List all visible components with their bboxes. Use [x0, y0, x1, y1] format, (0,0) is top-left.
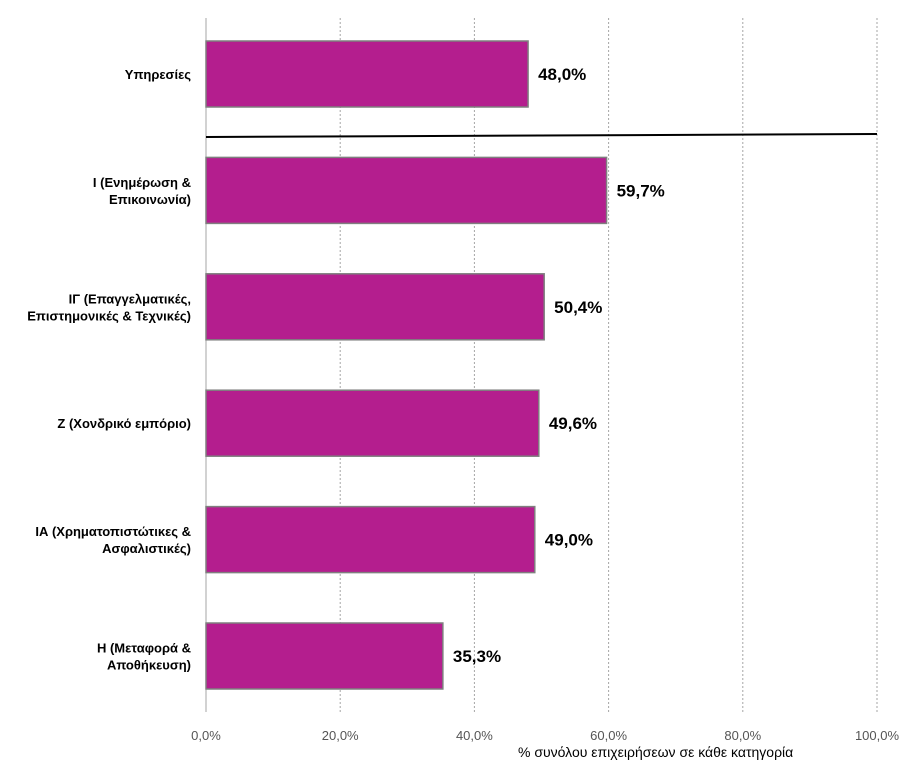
value-label: 48,0% — [538, 65, 586, 84]
x-tick-label: 20,0% — [322, 728, 359, 743]
value-label: 35,3% — [453, 647, 501, 666]
value-label: 59,7% — [617, 181, 665, 200]
bar — [205, 505, 536, 574]
labels: 0,0% 20,0% 40,0% 60,0% 80,0% 100,0% 48,0% Υπηρε… — [27, 65, 899, 743]
category-label: ΙΓ (Επαγγελματικές, — [69, 291, 191, 306]
grid-lines — [205, 18, 878, 712]
category-label: Ι (Ενημέρωση & — [93, 175, 191, 190]
category-label: ΙΑ (Χρηματοπιστώτικες & — [35, 524, 191, 539]
value-label: 50,4% — [554, 298, 602, 317]
category-label: Η (Μεταφορά & — [97, 641, 191, 656]
category-label: Επικοινωνία) — [109, 192, 191, 207]
category-label: Ζ (Χονδρικό εμπόριο) — [57, 416, 191, 431]
x-tick-label: 100,0% — [855, 728, 900, 743]
bar — [205, 156, 608, 225]
category-label: Αποθήκευση) — [107, 658, 191, 673]
bars — [205, 40, 608, 690]
bar — [205, 389, 540, 457]
x-tick-label: 0,0% — [191, 728, 221, 743]
x-axis-title: % συνόλου επιχειρήσεων σε κάθε κατηγορία — [518, 744, 793, 760]
x-tick-label: 60,0% — [590, 728, 627, 743]
category-label: Υπηρεσίες — [125, 67, 191, 82]
x-tick-label: 80,0% — [724, 728, 761, 743]
bar — [205, 622, 444, 690]
category-label: Επιστημονικές & Τεχνικές) — [27, 308, 191, 323]
value-label: 49,6% — [549, 414, 597, 433]
separator-line — [205, 133, 878, 138]
value-label: 49,0% — [545, 531, 593, 550]
x-tick-label: 40,0% — [456, 728, 493, 743]
category-label: Ασφαλιστικές) — [102, 541, 191, 556]
bar — [205, 273, 545, 341]
bar — [205, 40, 529, 108]
